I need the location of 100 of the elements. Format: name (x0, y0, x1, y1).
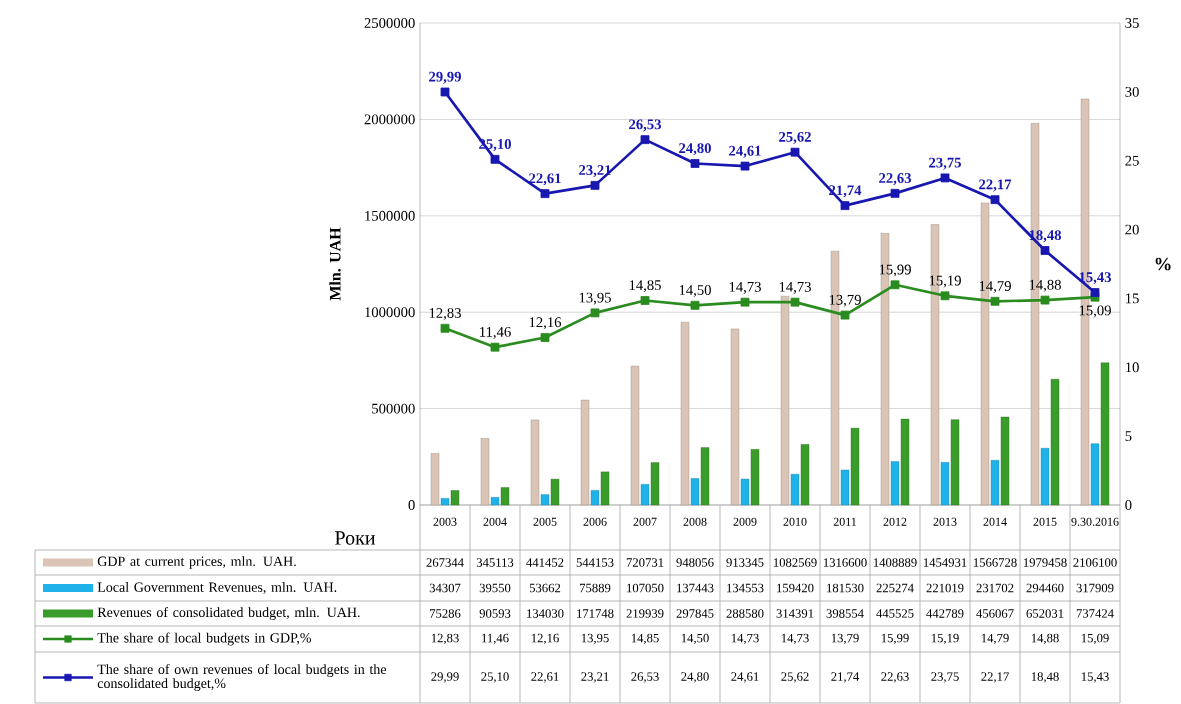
data-label: 14,50 (681, 633, 709, 645)
data-label: 53662 (529, 583, 561, 593)
data-label: 181530 (827, 583, 864, 593)
bar (1090, 443, 1100, 506)
y-tick-label: 1000000 (365, 307, 415, 318)
y2-tick-label: 30 (1125, 86, 1139, 97)
text: 15,43 (1079, 272, 1112, 285)
x-tick-label: 2011 (833, 517, 857, 526)
point (640, 135, 650, 145)
bar (990, 460, 1000, 506)
bar (540, 494, 550, 506)
x-tick-label: 2008 (683, 517, 707, 526)
y2-tick-label: 35 (1125, 18, 1139, 28)
data-label: 13,95 (581, 633, 609, 645)
x-tick-label: 2014 (983, 517, 1007, 526)
point (440, 323, 450, 333)
legend-label: The share of local budgets in GDP,% (97, 632, 312, 646)
x-tick-label: 2010 (783, 517, 807, 526)
data-label: 1566728 (973, 558, 1017, 567)
data-label: 134553 (727, 583, 764, 593)
bar (580, 399, 590, 506)
data-label: 75889 (580, 583, 611, 593)
point (990, 296, 1000, 306)
text: 14,73 (779, 281, 811, 294)
data-label: 29,99 (431, 672, 459, 683)
bar (1000, 416, 1010, 506)
data-label: 948056 (676, 558, 714, 567)
data-label: 34307 (429, 583, 461, 593)
point (590, 308, 600, 318)
data-label: 14,73 (781, 633, 809, 645)
bar (840, 469, 850, 506)
text: 12,83 (429, 308, 461, 321)
point (540, 189, 550, 199)
bar (450, 490, 460, 506)
bar (850, 427, 860, 506)
x-tick-label: 2009 (733, 517, 757, 526)
data-label: 171748 (577, 609, 614, 618)
point (640, 296, 650, 305)
data-label: 24,61 (731, 672, 759, 683)
bar (700, 447, 710, 506)
bar (530, 419, 540, 506)
data-label: 1454931 (923, 558, 967, 567)
legend-label: GDP at current prices, mln. UAH. (97, 556, 296, 569)
point (840, 310, 850, 320)
x-tick-label: 2007 (633, 517, 657, 526)
y-tick-label: 500000 (372, 403, 415, 414)
point (890, 188, 900, 198)
y2-axis-title: % (1155, 257, 1171, 271)
data-label: 913345 (726, 558, 764, 567)
point (1090, 288, 1100, 297)
data-label: 107050 (627, 583, 664, 593)
data-label: 297845 (676, 609, 714, 618)
text: 14,50 (679, 285, 711, 298)
data-label: 25,62 (781, 672, 809, 683)
data-label: 22,61 (531, 672, 559, 683)
data-label: 445525 (876, 609, 914, 618)
x-tick-label: 9.30.2016 (1071, 517, 1119, 526)
data-label: 12,83 (431, 633, 459, 645)
y2-tick-label: 20 (1125, 224, 1139, 235)
data-label: 14,88 (1031, 633, 1059, 645)
data-label: 14,85 (631, 633, 659, 645)
data-label: 21,74 (831, 672, 860, 683)
point (940, 173, 950, 183)
data-label: 13,79 (831, 633, 859, 645)
bar (630, 365, 640, 506)
bar (500, 487, 510, 506)
data-label: 14,79 (981, 633, 1009, 645)
bar (600, 471, 610, 506)
point (540, 333, 550, 342)
data-label: 22,17 (981, 672, 1009, 683)
text: 22,63 (879, 173, 912, 186)
y2-tick-label: 5 (1125, 431, 1132, 442)
x-tick-label: 2005 (533, 517, 557, 526)
bar (790, 474, 800, 506)
data-label: 1082569 (773, 558, 817, 567)
point (690, 159, 700, 168)
point (440, 87, 450, 97)
x-tick-label: 2015 (1033, 517, 1057, 526)
data-label: 1979458 (1023, 558, 1067, 567)
data-label: 225274 (876, 583, 914, 593)
data-label: 294460 (1026, 583, 1064, 593)
data-label: 134030 (527, 609, 564, 618)
data-label: 231702 (976, 583, 1014, 593)
bar (1040, 448, 1050, 506)
bar (730, 328, 740, 506)
y-tick-label: 2000000 (364, 114, 415, 125)
data-label: 15,19 (931, 633, 959, 645)
bar (490, 497, 500, 506)
text: 11,46 (480, 326, 511, 339)
y-tick-label: 2500000 (364, 18, 415, 28)
point (740, 297, 750, 307)
data-label: 18,48 (1031, 672, 1059, 683)
data-label: 137443 (677, 583, 714, 593)
point (690, 300, 700, 310)
data-label: 90593 (479, 609, 511, 618)
text: 15,99 (879, 264, 911, 277)
bar (740, 478, 750, 506)
data-label: 12,16 (531, 633, 559, 645)
point (490, 154, 500, 164)
data-label: 267344 (426, 558, 464, 567)
